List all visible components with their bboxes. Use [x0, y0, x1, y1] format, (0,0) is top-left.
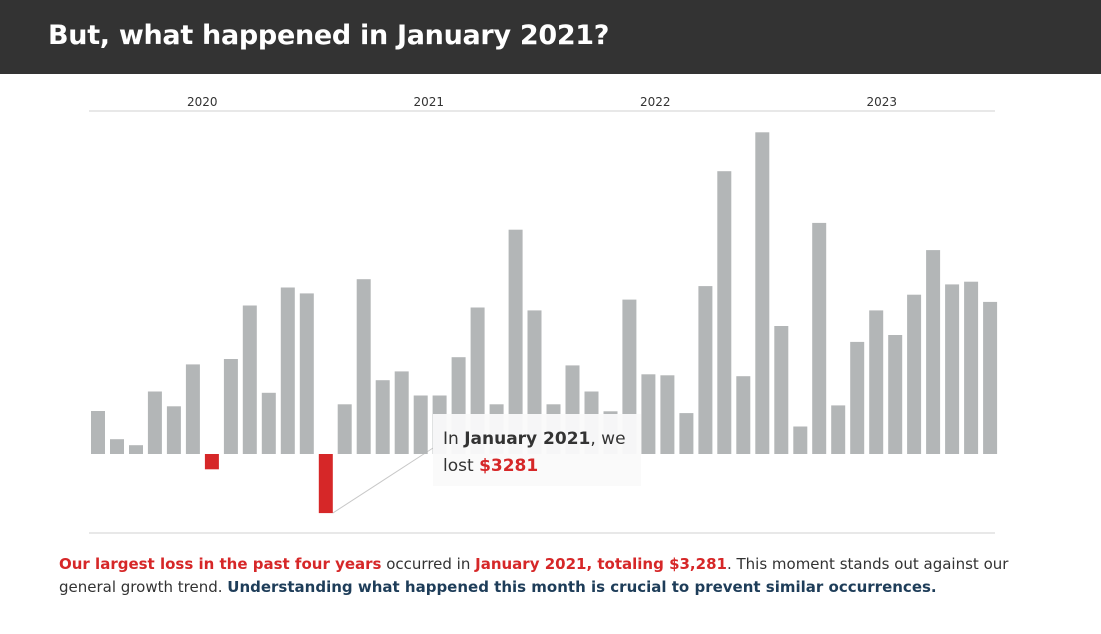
callout-amount: $3281: [479, 456, 539, 476]
caption-emphasis-action: Understanding what happened this month i…: [227, 578, 937, 596]
bar: [888, 335, 903, 454]
bar: [679, 413, 694, 454]
bar: [869, 310, 884, 454]
callout-middle: , we lost: [443, 429, 626, 476]
bar: [793, 426, 808, 454]
callout-month: January 2021: [464, 429, 591, 449]
bar: [394, 371, 409, 454]
bar: [147, 391, 162, 454]
bar: [337, 404, 352, 454]
bar: [831, 405, 846, 454]
bar: [242, 305, 257, 454]
page-title: But, what happened in January 2021?: [48, 20, 610, 51]
bar: [641, 374, 656, 454]
bar: [812, 222, 827, 454]
bar-loss: [204, 454, 219, 470]
bar: [129, 445, 143, 454]
bar: [983, 301, 998, 454]
bar: [110, 439, 124, 454]
caption-emphasis-loss: Our largest loss in the past four years: [59, 555, 382, 573]
bar: [850, 341, 865, 454]
bar: [964, 281, 979, 454]
year-label: 2020: [187, 95, 218, 109]
bar: [261, 392, 276, 454]
year-label: 2021: [413, 95, 444, 109]
bar: [375, 380, 390, 454]
bar: [356, 279, 371, 454]
caption-text: . This moment stands out against our gen…: [59, 555, 1009, 596]
callout-prefix: In: [443, 429, 465, 449]
year-label: 2023: [866, 95, 897, 109]
bar: [717, 171, 732, 454]
bar: [413, 395, 428, 454]
title-bar: But, what happened in January 2021?: [0, 0, 1101, 74]
bar: [185, 364, 200, 454]
bar: [299, 293, 314, 454]
bar: [945, 284, 960, 454]
bar-loss: [318, 454, 333, 514]
loss-callout: In January 2021, we lost $3281: [433, 414, 641, 486]
bar: [755, 132, 770, 455]
bar: [91, 411, 105, 454]
bar: [926, 250, 941, 454]
bar: [508, 229, 523, 454]
callout-leader-line: [332, 447, 434, 514]
bar: [660, 375, 675, 454]
bar: [736, 376, 751, 454]
caption-emphasis-amount: January 2021, totaling $3,281: [475, 555, 727, 573]
caption-text: occurred in: [381, 555, 476, 573]
bar: [223, 359, 238, 454]
bar: [907, 294, 922, 454]
bar: [166, 406, 181, 454]
bar: [774, 326, 789, 454]
summary-caption: Our largest loss in the past four years …: [59, 553, 1069, 599]
year-label: 2022: [640, 95, 671, 109]
bar: [280, 287, 295, 454]
bar: [698, 286, 713, 454]
